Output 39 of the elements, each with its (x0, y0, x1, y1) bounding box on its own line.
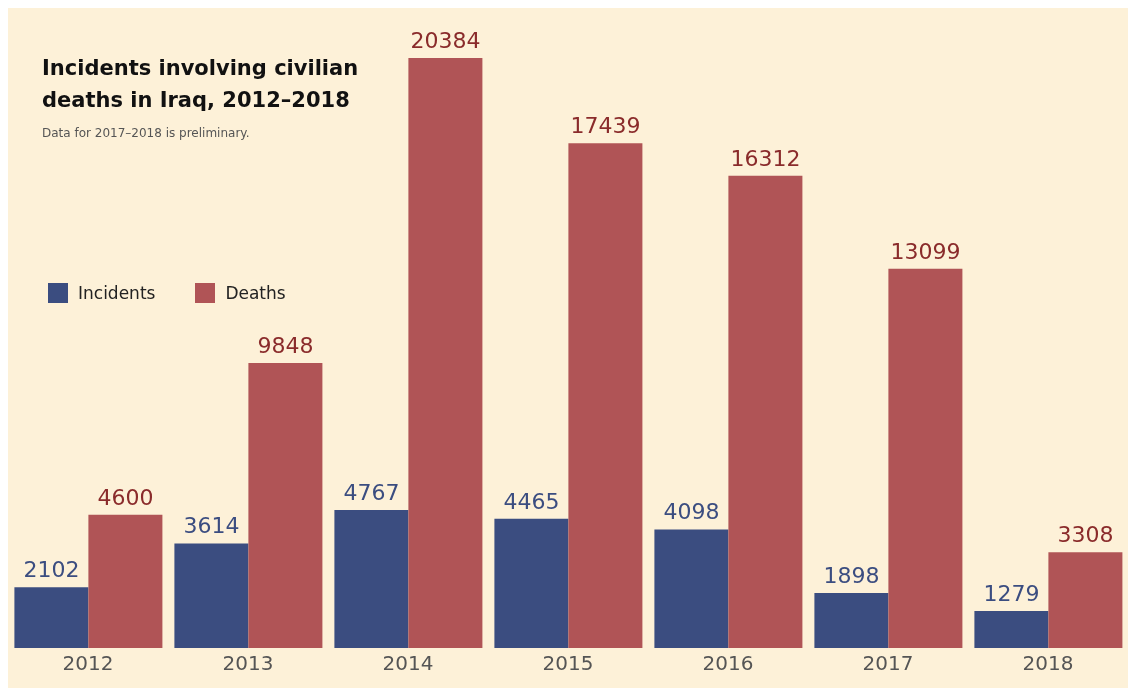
x-tick-label: 2013 (222, 651, 274, 676)
data-label: 17439 (570, 113, 641, 139)
bar (14, 587, 89, 648)
x-tick-label: 2016 (702, 651, 754, 676)
data-label: 3308 (1057, 522, 1114, 548)
legend-label: Incidents (78, 283, 156, 303)
bar (888, 268, 963, 648)
data-label: 4098 (663, 499, 720, 525)
bar (814, 593, 889, 648)
x-tick-label: 2017 (862, 651, 914, 676)
data-label: 4465 (503, 488, 560, 514)
text: Incidents involving civilian deaths in Iraq, 2012–2018 (42, 55, 360, 114)
x-tick-label: 2014 (382, 651, 434, 676)
bar (654, 529, 729, 648)
data-label: 16312 (730, 145, 801, 171)
x-tick-label: 2018 (1022, 651, 1074, 676)
bar (248, 362, 323, 648)
bar (974, 610, 1049, 648)
data-label: 4600 (97, 484, 154, 510)
data-label: 9848 (257, 332, 314, 358)
data-label: 20384 (410, 28, 481, 53)
data-label: 1279 (983, 580, 1040, 606)
bar (174, 543, 249, 648)
annotation: Data for 2017–2018 is preliminary. (42, 126, 251, 140)
x-tick-label: 2012 (62, 651, 114, 676)
bar (88, 514, 163, 648)
x-tick-label: 2015 (542, 651, 594, 676)
data-label: 13099 (890, 238, 961, 264)
data-label: 1898 (823, 563, 880, 589)
bar (334, 510, 409, 648)
bar (568, 143, 643, 648)
data-label: 3614 (183, 513, 240, 539)
bar (1048, 552, 1123, 648)
bar (728, 175, 803, 648)
data-label: 2102 (23, 557, 80, 583)
data-label: 4767 (343, 480, 400, 506)
bar (494, 518, 569, 648)
bar (408, 58, 483, 648)
legend-label: Deaths (225, 283, 286, 303)
